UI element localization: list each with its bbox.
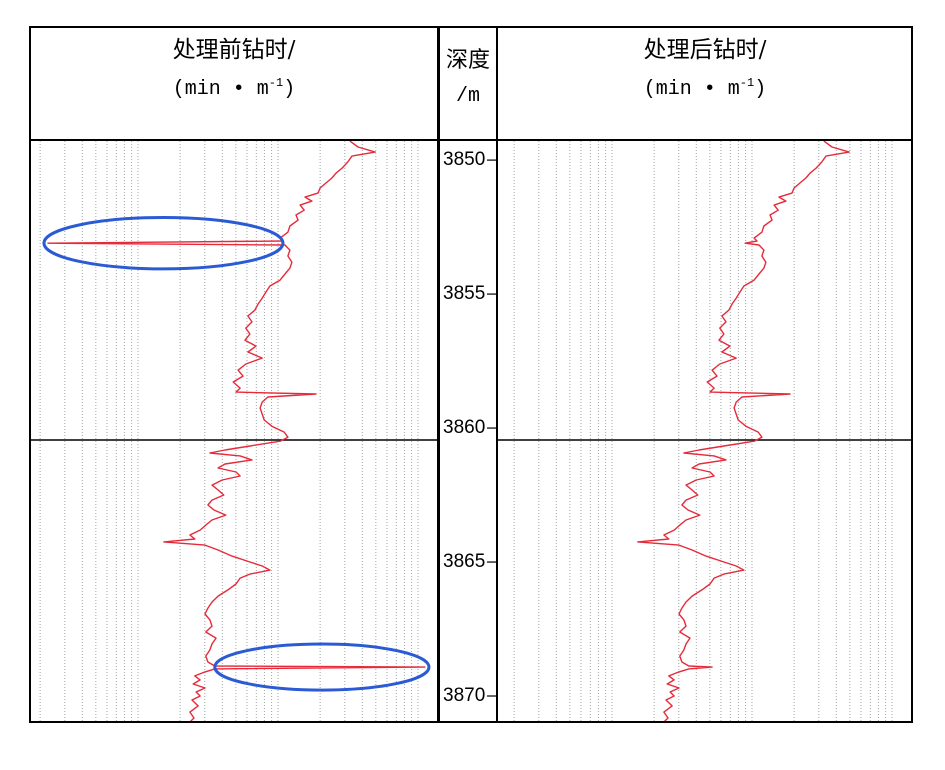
unit-exponent: -1: [739, 76, 755, 90]
depth-tick-label: 3860: [443, 417, 485, 438]
right-column-divider: [496, 26, 498, 723]
depth-tick-label: 3850: [443, 149, 485, 170]
unit-suffix: ): [283, 78, 296, 101]
before-track-unit: (min • m-1): [173, 70, 295, 110]
unit-prefix: (min • m: [172, 78, 269, 101]
depth-axis-ticks: 3850 3855 3860 3865 3870: [443, 149, 496, 706]
after-track-curve-layer: [637, 141, 850, 721]
depth-axis-title: 深度: [445, 48, 490, 73]
depth-tick-label: 3855: [443, 283, 485, 304]
anomaly-highlight-ellipse: [42, 215, 285, 271]
after-processing-drilling-time-curve: [637, 141, 850, 721]
unit-suffix: ): [754, 78, 767, 101]
after-track-title: 处理后钻时/: [643, 37, 767, 63]
anomaly-highlight-ellipse: [213, 642, 431, 692]
unit-prefix: (min • m: [643, 78, 740, 101]
depth-axis-unit: /m: [455, 85, 480, 108]
after-track-header: 处理后钻时/ (min • m-1): [498, 28, 912, 139]
unit-exponent: -1: [268, 76, 284, 90]
before-track-title: 处理前钻时/: [172, 37, 296, 63]
chart-frame: [29, 26, 913, 723]
before-track-header: 处理前钻时/ (min • m-1): [31, 28, 437, 139]
depth-tick-label: 3865: [443, 551, 485, 572]
after-track-unit: (min • m-1): [644, 70, 766, 110]
left-column-divider: [437, 26, 440, 723]
depth-tick-label: 3870: [443, 685, 485, 706]
before-track-grid: [39, 141, 419, 721]
header-divider: [29, 139, 913, 141]
depth-header: 深度 /m: [440, 28, 496, 139]
after-track-grid: [513, 141, 893, 721]
anomaly-highlights: [42, 215, 431, 692]
